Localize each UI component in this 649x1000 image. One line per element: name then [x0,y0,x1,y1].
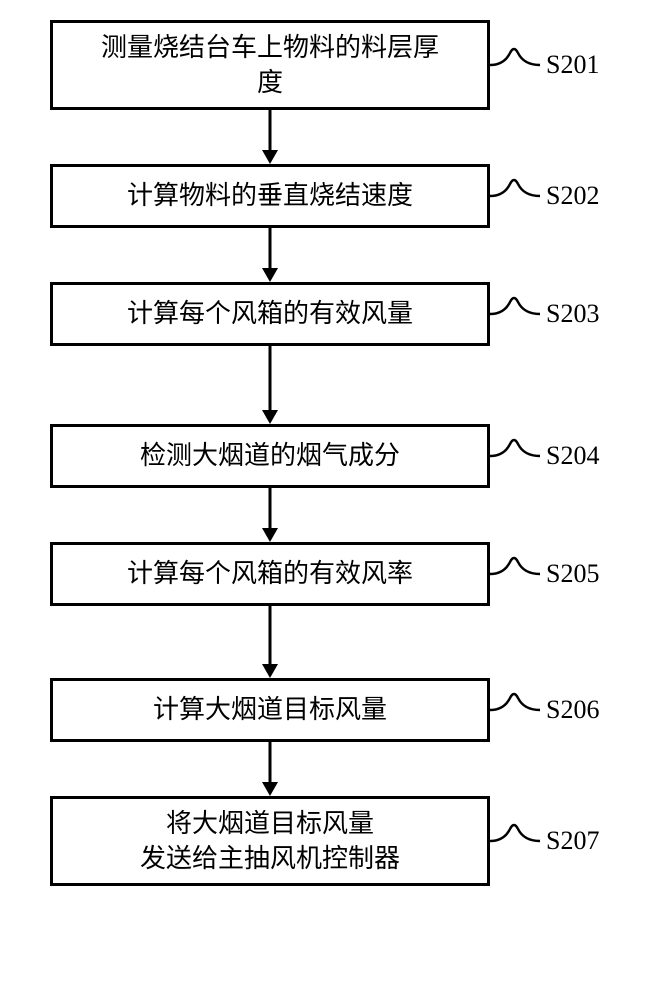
step-label: S203 [546,299,599,329]
step-label: S204 [546,441,599,471]
step-box-5: 计算每个风箱的有效风率 [50,542,490,606]
arrow-down [50,228,490,282]
step-label: S205 [546,559,599,589]
flowchart-container: 测量烧结台车上物料的料层厚度 S201 计算物料的垂直烧结速度 S202 计算每… [0,0,649,1000]
arrow-down [50,346,490,424]
step-text: 检测大烟道的烟气成分 [140,438,400,473]
arrow-down [50,488,490,542]
step-row: 计算每个风箱的有效风率 S205 [0,542,649,606]
step-text: 测量烧结台车上物料的料层厚度 [101,30,439,100]
step-label: S206 [546,695,599,725]
step-box-2: 计算物料的垂直烧结速度 [50,164,490,228]
connector-curve [490,692,540,728]
arrow-down [50,742,490,796]
connector-curve [490,296,540,332]
step-row: 将大烟道目标风量发送给主抽风机控制器 S207 [0,796,649,886]
step-box-3: 计算每个风箱的有效风量 [50,282,490,346]
arrow-down [50,110,490,164]
step-text: 计算每个风箱的有效风率 [127,556,413,591]
step-row: 计算大烟道目标风量 S206 [0,678,649,742]
step-row: 计算物料的垂直烧结速度 S202 [0,164,649,228]
step-text: 计算大烟道目标风量 [153,692,387,727]
connector-curve [490,47,540,83]
connector-curve [490,178,540,214]
connector-curve [490,823,540,859]
step-row: 计算每个风箱的有效风量 S203 [0,282,649,346]
step-row: 检测大烟道的烟气成分 S204 [0,424,649,488]
step-box-4: 检测大烟道的烟气成分 [50,424,490,488]
step-label: S207 [546,826,599,856]
connector-curve [490,556,540,592]
step-box-7: 将大烟道目标风量发送给主抽风机控制器 [50,796,490,886]
step-label: S201 [546,50,599,80]
step-row: 测量烧结台车上物料的料层厚度 S201 [0,20,649,110]
connector-curve [490,438,540,474]
step-text: 计算每个风箱的有效风量 [127,296,413,331]
step-text: 计算物料的垂直烧结速度 [127,178,413,213]
step-label: S202 [546,181,599,211]
step-box-1: 测量烧结台车上物料的料层厚度 [50,20,490,110]
step-text: 将大烟道目标风量发送给主抽风机控制器 [140,806,400,876]
step-box-6: 计算大烟道目标风量 [50,678,490,742]
arrow-down [50,606,490,678]
